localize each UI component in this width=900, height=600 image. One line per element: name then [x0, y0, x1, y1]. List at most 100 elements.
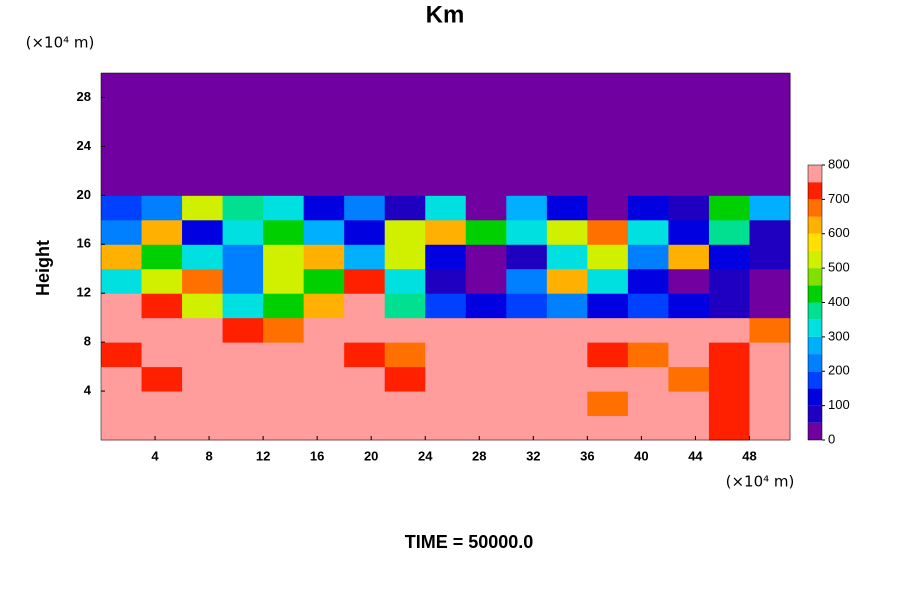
contour-cell [425, 391, 467, 417]
contour-cell [303, 121, 345, 147]
contour-cell [425, 317, 467, 343]
contour-cell [587, 391, 629, 417]
contour-cell [668, 293, 710, 319]
contour-cell [344, 195, 386, 221]
contour-cell [384, 391, 426, 417]
contour-cell [708, 97, 750, 123]
y-tick-label: 12 [77, 285, 91, 300]
contour-cell [263, 146, 305, 172]
colorbar-band [808, 319, 822, 337]
contour-cell [222, 366, 264, 392]
contour-cell [141, 219, 183, 245]
contour-cell [627, 170, 669, 196]
contour-cell [182, 73, 224, 98]
contour-cell [749, 268, 791, 294]
contour-cell [344, 391, 386, 417]
contour-cell [222, 121, 264, 147]
contour-cell [546, 317, 588, 343]
contour-cell [668, 244, 710, 270]
x-tick-label: 16 [310, 448, 324, 463]
contour-cell [749, 73, 791, 98]
contour-cell [263, 195, 305, 221]
contour-cell [465, 293, 507, 319]
x-tick-label: 48 [742, 448, 756, 463]
contour-cell [222, 195, 264, 221]
contour-cell [708, 268, 750, 294]
contour-cell [303, 244, 345, 270]
contour-cell [587, 293, 629, 319]
contour-cell [587, 342, 629, 368]
x-tick-label: 4 [151, 448, 159, 463]
y-tick-label: 28 [77, 89, 91, 104]
contour-cell [263, 293, 305, 319]
contour-cell [546, 366, 588, 392]
contour-cell [263, 342, 305, 368]
contour-cell [627, 219, 669, 245]
contour-cell [263, 317, 305, 343]
contour-cell [668, 391, 710, 417]
contour-cell [141, 342, 183, 368]
contour-cell [141, 146, 183, 172]
contour-cell [101, 415, 143, 441]
contour-cell [344, 293, 386, 319]
contour-cell [384, 146, 426, 172]
contour-cell [627, 73, 669, 98]
contour-cell [587, 146, 629, 172]
contour-cell [182, 415, 224, 441]
contour-cell [506, 391, 548, 417]
contour-cell [708, 121, 750, 147]
contour-cell [668, 73, 710, 98]
contour-cell [303, 342, 345, 368]
contour-cell [101, 97, 143, 123]
contour-cell [303, 170, 345, 196]
contour-cell [182, 195, 224, 221]
contour-cell [627, 366, 669, 392]
contour-cell [182, 97, 224, 123]
x-tick-label: 40 [634, 448, 648, 463]
contour-cell [749, 244, 791, 270]
contour-cell [141, 97, 183, 123]
contour-cell [101, 391, 143, 417]
contour-cell [627, 121, 669, 147]
contour-cell [344, 244, 386, 270]
contour-cell [668, 366, 710, 392]
contour-cell [425, 219, 467, 245]
contour-cell [425, 97, 467, 123]
contour-cell [344, 170, 386, 196]
colorbar-band [808, 216, 822, 234]
contour-cell [506, 342, 548, 368]
contour-cell [465, 317, 507, 343]
contour-cell [101, 317, 143, 343]
contour-cell [749, 146, 791, 172]
contour-cell [587, 219, 629, 245]
contour-cell [263, 73, 305, 98]
y-axis-label: Height [33, 240, 53, 296]
contour-cell [425, 195, 467, 221]
x-tick-label: 32 [526, 448, 540, 463]
chart-title: Km [426, 1, 465, 28]
contour-cell [708, 293, 750, 319]
contour-cell [627, 268, 669, 294]
contour-cell [425, 268, 467, 294]
contour-cell [708, 415, 750, 441]
x-tick-label: 28 [472, 448, 486, 463]
contour-cell [587, 244, 629, 270]
contour-cell [708, 342, 750, 368]
contour-cell [344, 366, 386, 392]
contour-cell [425, 366, 467, 392]
contour-cell [749, 97, 791, 123]
contour-cell [465, 73, 507, 98]
contour-cell [344, 97, 386, 123]
contour-cell [425, 415, 467, 441]
x-tick-label: 24 [418, 448, 433, 463]
contour-cell [465, 244, 507, 270]
contour-cell [465, 219, 507, 245]
contour-cell [344, 317, 386, 343]
colorbar-tick-label: 700 [828, 191, 850, 206]
contour-cell [627, 244, 669, 270]
contour-cell [344, 415, 386, 441]
contour-cell [465, 342, 507, 368]
contour-cell [182, 342, 224, 368]
contour-cell [425, 293, 467, 319]
colorbar-tick-label: 0 [828, 431, 835, 446]
